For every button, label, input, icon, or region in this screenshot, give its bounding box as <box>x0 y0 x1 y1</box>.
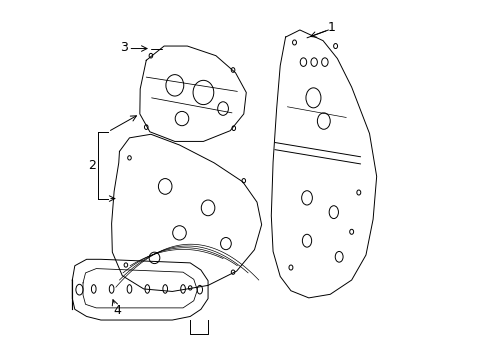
Text: 4: 4 <box>114 304 122 317</box>
Text: 3: 3 <box>120 41 127 54</box>
Text: 2: 2 <box>87 159 95 172</box>
Text: 1: 1 <box>327 21 335 33</box>
